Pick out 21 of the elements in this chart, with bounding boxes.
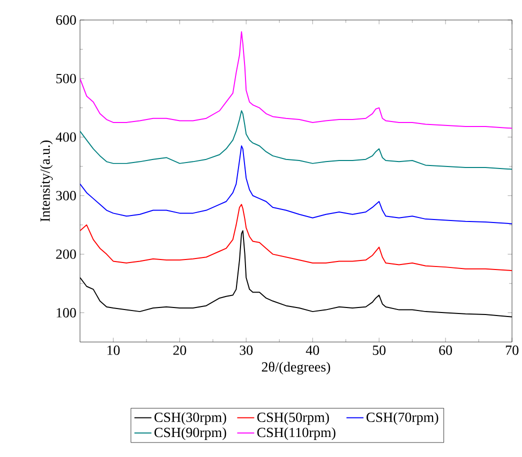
y-tick-label: 600 [56,15,76,25]
x-tick-label: 30 [240,346,253,355]
legend-label: CSH(30rpm) [154,412,226,425]
y-tick-label: 400 [56,132,76,142]
y-tick-label: 500 [56,74,76,84]
y-tick-label: 200 [56,249,76,259]
y-axis-title: Intensity/(a.u.) [40,140,53,222]
x-tick-label: 20 [173,346,186,355]
x-tick-label: 60 [439,346,452,355]
x-tick-label: 70 [506,346,518,355]
x-axis-title: 2θ/(degrees) [262,362,330,375]
legend-label: CSH(90rpm) [154,427,226,440]
y-tick-label: 100 [56,308,76,318]
x-tick-label: 50 [372,346,386,355]
y-tick-label: 300 [56,190,76,200]
legend-label: CSH(50rpm) [257,412,329,425]
legend-label: CSH(110rpm) [257,427,336,440]
legend-label: CSH(70rpm) [366,412,438,425]
x-tick-label: 40 [306,346,320,355]
x-tick-label: 10 [107,346,120,355]
line-series [80,31,512,129]
